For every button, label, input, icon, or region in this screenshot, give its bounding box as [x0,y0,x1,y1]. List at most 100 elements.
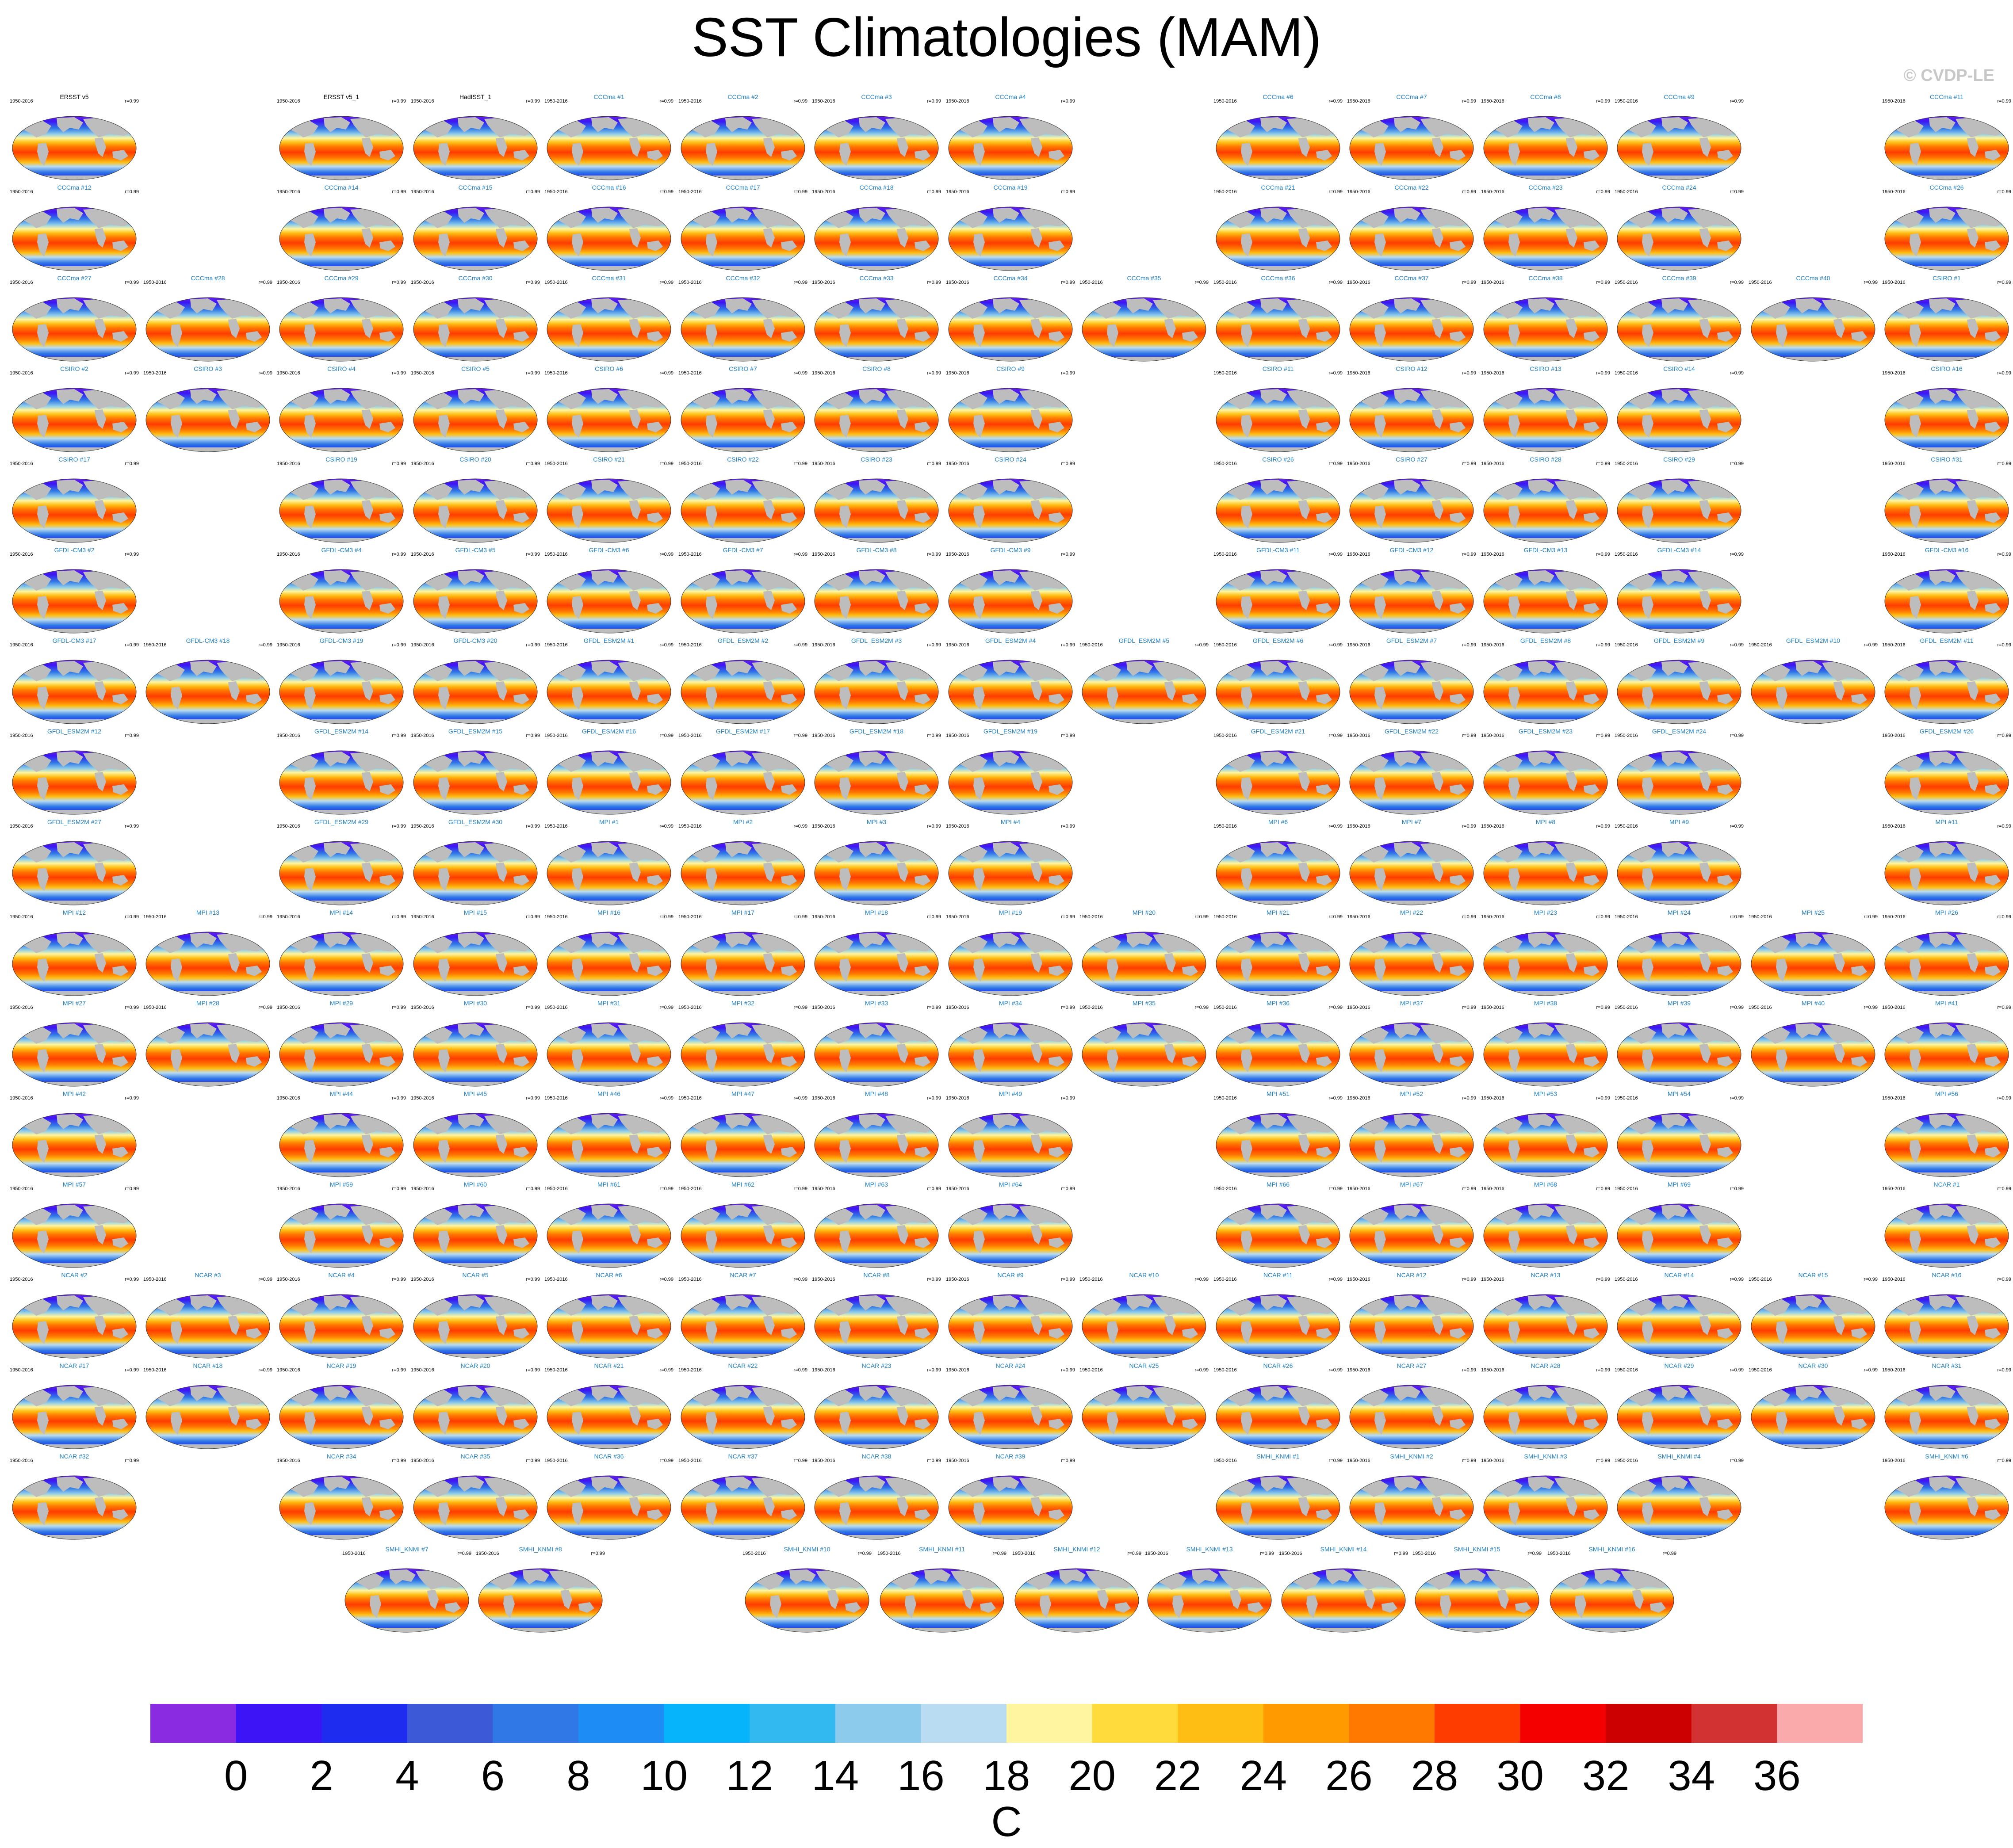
sst-map [948,1475,1073,1540]
panel-label: NCAR #2 [61,1271,88,1279]
panel-years: 1950-2016 [1347,733,1370,738]
panel-years: 1950-2016 [946,733,969,738]
map-panel: CCCma #37 1950-2016 r=0.99 [1345,275,1478,365]
panel-label: NCAR #9 [997,1271,1024,1279]
sst-map [279,569,404,634]
panel-r-value: r=0.99 [125,642,139,648]
sst-map [344,1568,469,1633]
panel-years: 1950-2016 [544,1277,568,1282]
sst-map [948,1385,1073,1449]
map-panel: CCCma #18 1950-2016 r=0.99 [810,184,943,274]
panel-years: 1950-2016 [10,1277,33,1282]
colorbar-tick-label: 32 [1582,1752,1630,1799]
panel-r-value: r=0.99 [1061,1096,1075,1101]
panel-r-value: r=0.99 [1997,461,2012,466]
panel-r-value: r=0.99 [1730,461,1744,466]
panel-years: 1950-2016 [1481,1458,1504,1463]
panel-years: 1950-2016 [1615,1458,1638,1463]
map-panel: GFDL_ESM2M #17 1950-2016 r=0.99 [677,728,809,818]
panel-r-value: r=0.99 [258,1005,273,1010]
map-panel: MPI #18 1950-2016 r=0.99 [810,909,943,999]
panel-label: CSIRO #12 [1396,365,1427,372]
panel-label: MPI #67 [1400,1181,1424,1188]
sst-map [1483,1203,1608,1268]
map-panel: MPI #3 1950-2016 r=0.99 [810,818,943,909]
map-panel: NCAR #14 1950-2016 r=0.99 [1613,1271,1745,1362]
panel-label: CCCma #39 [1662,275,1696,282]
sst-map [1349,1203,1474,1268]
map-panel: GFDL-CM3 #18 1950-2016 r=0.99 [142,637,274,727]
panel-r-value: r=0.99 [793,824,808,829]
sst-map [1349,1022,1474,1087]
panel-label: HadISST_1 [459,93,492,100]
map-panel: MPI #28 1950-2016 r=0.99 [142,1000,274,1090]
panel-label: GFDL_ESM2M #15 [448,728,503,735]
panel-r-value: r=0.99 [258,914,273,920]
panel-r-value: r=0.99 [659,1367,674,1373]
sst-map [1483,206,1608,271]
map-panel: GFDL_ESM2M #9 1950-2016 r=0.99 [1613,637,1745,727]
panel-years: 1950-2016 [1213,1277,1237,1282]
panel-r-value: r=0.99 [1462,99,1477,104]
panel-label: MPI #2 [733,818,753,825]
sst-map [814,1294,939,1359]
panel-r-value: r=0.99 [526,1186,540,1191]
panel-label: NCAR #32 [59,1453,89,1460]
panel-r-value: r=0.99 [526,824,540,829]
panel-years: 1950-2016 [1213,461,1237,466]
panel-years: 1950-2016 [678,733,702,738]
panel-r-value: r=0.99 [1997,642,2012,648]
panel-label: CCCma #29 [324,275,359,282]
map-panel: CCCma #29 1950-2016 r=0.99 [275,275,408,365]
panel-r-value: r=0.99 [1061,914,1075,920]
map-panel: GFDL-CM3 #16 1950-2016 r=0.99 [1880,546,2013,637]
panel-r-value: r=0.99 [1328,189,1343,195]
map-panel: GFDL-CM3 #14 1950-2016 r=0.99 [1613,546,1745,637]
map-panel: CCCma #26 1950-2016 r=0.99 [1880,184,2013,274]
map-panel: MPI #48 1950-2016 r=0.99 [810,1090,943,1180]
panel-r-value: r=0.99 [392,1458,406,1463]
panel-r-value: r=0.99 [1061,1367,1075,1373]
panel-years: 1950-2016 [1481,824,1504,829]
sst-map [1216,1203,1340,1268]
map-panel: NCAR #18 1950-2016 r=0.99 [142,1362,274,1452]
panel-r-value: r=0.99 [1596,1005,1611,1010]
panel-label: NCAR #14 [1664,1271,1694,1279]
panel-label: CCCma #18 [859,184,894,191]
map-panel: NCAR #2 1950-2016 r=0.99 [8,1271,141,1362]
panel-years: 1950-2016 [812,733,835,738]
panel-label: MPI #49 [999,1090,1022,1097]
panel-label: GFDL-CM3 #9 [990,546,1031,554]
sst-map [814,841,939,905]
sst-map [1617,932,1741,996]
sst-map [1617,841,1741,905]
map-panel: MPI #49 1950-2016 r=0.99 [944,1090,1077,1180]
panel-years: 1950-2016 [1882,189,1906,195]
panel-label: GFDL-CM3 #8 [856,546,897,554]
map-panel: NCAR #17 1950-2016 r=0.99 [8,1362,141,1452]
panel-label: SMHI_KNMI #2 [1390,1453,1433,1460]
panel-years: 1950-2016 [143,280,167,285]
map-panel: CSIRO #29 1950-2016 r=0.99 [1613,456,1745,546]
map-panel: NCAR #21 1950-2016 r=0.99 [543,1362,675,1452]
panel-label: GFDL_ESM2M #6 [1252,637,1304,644]
sst-map [1483,116,1608,180]
map-panel: MPI #46 1950-2016 r=0.99 [543,1090,675,1180]
panel-r-value: r=0.99 [1061,1458,1075,1463]
panel-years: 1950-2016 [946,1367,969,1373]
panel-years: 1950-2016 [1412,1551,1436,1556]
panel-r-value: r=0.99 [258,370,273,376]
panel-label: NCAR #27 [1397,1362,1427,1369]
map-panel: MPI #53 1950-2016 r=0.99 [1479,1090,1612,1180]
map-panel: CSIRO #28 1950-2016 r=0.99 [1479,456,1612,546]
panel-label: NCAR #23 [861,1362,892,1369]
panel-r-value: r=0.99 [659,914,674,920]
panel-r-value: r=0.99 [1596,99,1611,104]
panel-label: GFDL_ESM2M #9 [1653,637,1705,644]
panel-years: 1950-2016 [1347,189,1370,195]
panel-years: 1950-2016 [10,189,33,195]
sst-map [1483,1022,1608,1087]
sst-map [948,1113,1073,1177]
panel-label: CCCma #22 [1394,184,1429,191]
panel-r-value: r=0.99 [1194,642,1209,648]
